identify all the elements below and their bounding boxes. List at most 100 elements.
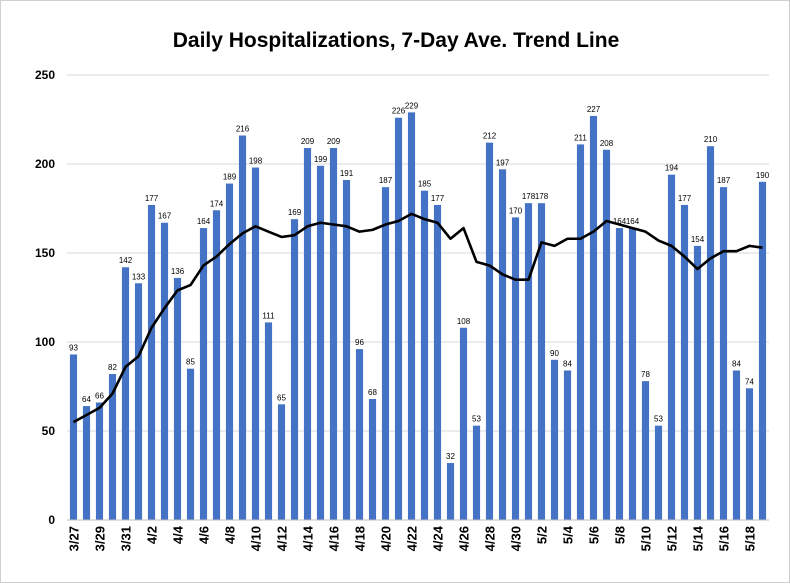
data-label: 177	[145, 194, 159, 203]
x-tick-label: 5/10	[639, 526, 654, 551]
y-tick-label: 50	[42, 424, 56, 438]
bar	[342, 180, 351, 520]
x-tick-label: 4/16	[327, 526, 342, 551]
data-label: 190	[756, 171, 770, 180]
data-label: 227	[587, 105, 601, 114]
bar	[316, 165, 325, 520]
x-tick-label: 4/28	[483, 526, 498, 551]
data-label: 85	[186, 358, 195, 367]
data-label: 226	[392, 107, 406, 116]
bar	[511, 217, 520, 520]
bar	[680, 204, 689, 520]
data-label: 74	[745, 377, 754, 386]
x-tick-label: 4/6	[197, 526, 212, 544]
data-label: 178	[522, 192, 536, 201]
data-label: 93	[69, 343, 78, 352]
data-label: 187	[717, 176, 731, 185]
data-label: 90	[550, 349, 559, 358]
x-tick-label: 4/26	[457, 526, 472, 551]
bar	[628, 228, 637, 520]
x-tick-label: 5/16	[717, 526, 732, 551]
bar	[485, 142, 494, 520]
bar	[212, 210, 221, 520]
bar	[290, 219, 299, 520]
bar	[576, 144, 585, 521]
bar	[537, 203, 546, 520]
bar	[108, 374, 117, 520]
data-labels: 93 64 66 82 142 133 177 167 136 85 164 174 189 216 198…	[69, 101, 770, 461]
y-tick-label: 100	[35, 335, 55, 349]
x-tick-label: 4/30	[509, 526, 524, 551]
bar	[82, 406, 91, 520]
data-label: 199	[314, 155, 328, 164]
bar	[563, 370, 572, 520]
data-label: 142	[119, 256, 133, 265]
data-label: 111	[262, 311, 275, 320]
bar	[368, 398, 377, 520]
data-label: 197	[496, 158, 510, 167]
x-tick-label: 4/2	[145, 526, 160, 544]
data-label: 78	[641, 370, 650, 379]
x-tick-label: 4/14	[301, 525, 316, 551]
x-tick-label: 4/8	[223, 526, 238, 544]
bar	[550, 359, 559, 520]
y-axis: 0 50 100 150 200 250	[35, 68, 55, 527]
bar	[264, 322, 273, 520]
data-label: 66	[95, 392, 104, 401]
grid-layer	[67, 74, 769, 432]
data-label: 187	[379, 176, 393, 185]
trend-line	[72, 212, 763, 424]
x-tick-label: 4/18	[353, 526, 368, 551]
bar	[381, 187, 390, 520]
y-tick-label: 0	[48, 513, 55, 527]
x-tick-label: 4/22	[405, 526, 420, 551]
bar	[524, 203, 533, 520]
bar	[654, 425, 663, 520]
bar-series	[69, 112, 767, 521]
y-tick-label: 150	[35, 246, 55, 260]
data-label: 164	[626, 217, 640, 226]
data-label: 212	[483, 132, 497, 141]
data-label: 65	[277, 393, 286, 402]
x-tick-label: 3/27	[67, 526, 82, 551]
data-label: 108	[457, 317, 471, 326]
bar	[719, 187, 728, 520]
data-label: 178	[535, 192, 549, 201]
data-label: 216	[236, 125, 250, 134]
bar	[446, 463, 455, 520]
bar	[498, 169, 507, 520]
bar	[615, 228, 624, 520]
data-label: 208	[600, 139, 614, 148]
x-tick-label: 4/12	[275, 526, 290, 551]
bar	[641, 381, 650, 520]
bar	[238, 135, 247, 520]
bar	[186, 368, 195, 520]
data-label: 53	[654, 415, 663, 424]
bar	[355, 349, 364, 520]
bar	[433, 204, 442, 520]
data-label: 174	[210, 199, 224, 208]
bar	[134, 283, 143, 520]
x-tick-label: 5/12	[665, 526, 680, 551]
data-label: 211	[574, 133, 587, 142]
data-label: 136	[171, 267, 185, 276]
x-tick-label: 5/4	[561, 525, 576, 544]
x-tick-label: 5/8	[613, 526, 628, 544]
bar	[394, 117, 403, 520]
data-label: 177	[678, 194, 692, 203]
bar	[225, 183, 234, 520]
x-tick-label: 5/6	[587, 526, 602, 544]
bar	[472, 425, 481, 520]
bar	[303, 147, 312, 521]
bar	[667, 174, 676, 520]
chart-title: Daily Hospitalizations, 7-Day Ave. Trend…	[172, 29, 620, 52]
bar	[329, 147, 338, 521]
bar	[459, 327, 468, 520]
data-label: 189	[223, 173, 237, 182]
data-label: 133	[132, 272, 146, 281]
x-tick-label: 4/10	[249, 526, 264, 551]
bar	[173, 277, 182, 520]
data-label: 164	[613, 217, 627, 226]
x-tick-label: 4/24	[431, 525, 446, 551]
